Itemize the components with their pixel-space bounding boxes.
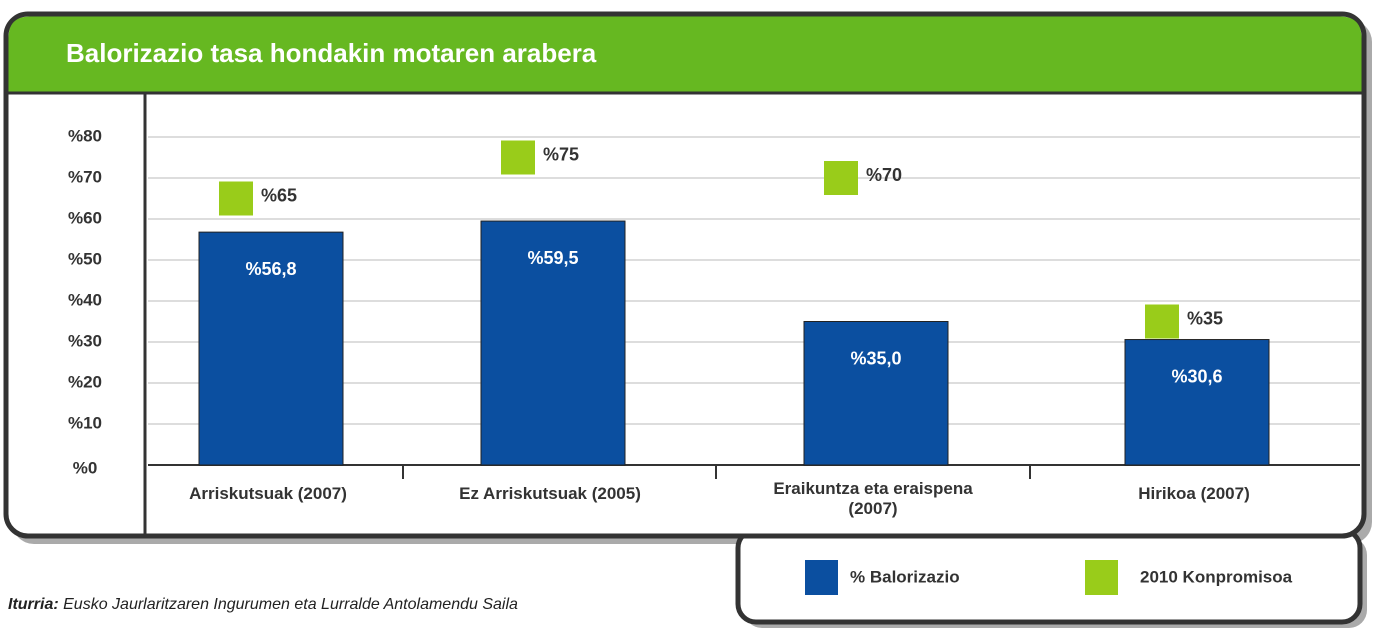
bar (198, 231, 344, 466)
bar-value-label: %30,6 (1171, 366, 1222, 386)
source-text: Eusko Jaurlaritzaren Ingurumen eta Lurra… (63, 596, 518, 613)
target-value-label: %65 (261, 185, 297, 205)
bar (480, 220, 626, 466)
target-marker (501, 140, 535, 175)
y-tick-label: %60 (68, 208, 102, 227)
legend-swatch (805, 560, 838, 595)
x-tick-label: Hirikoa (2007) (1138, 484, 1250, 503)
bar-value-label: %59,5 (527, 248, 578, 268)
source-label: Iturria: (8, 596, 59, 613)
x-tick-label: Arriskutsuak (2007) (189, 484, 347, 503)
x-tick-label: Eraikuntza eta eraispena (2007) (773, 479, 973, 518)
y-tick-label: %30 (68, 331, 102, 350)
legend-label: % Balorizazio (850, 567, 960, 586)
y-tick-label: %80 (68, 126, 102, 145)
chart-title: Balorizazio tasa hondakin motaren araber… (66, 38, 597, 68)
target-marker (219, 181, 253, 216)
y-tick-label: %40 (68, 290, 102, 309)
target-value-label: %70 (866, 165, 902, 185)
header-band (8, 16, 1362, 92)
y-tick-label: %70 (68, 167, 102, 186)
panel (3, 11, 1367, 539)
target-marker (824, 161, 858, 195)
legend-label: 2010 Konpromisoa (1140, 567, 1293, 586)
bar-value-label: %35,0 (850, 348, 901, 368)
source-note: Iturria: Eusko Jaurlaritzaren Ingurumen … (8, 596, 518, 614)
y-tick-label: %20 (68, 372, 102, 391)
target-marker (1145, 304, 1179, 339)
bar (1124, 339, 1270, 466)
y-tick-label: %10 (68, 413, 102, 432)
legend-swatch (1085, 560, 1118, 595)
target-value-label: %35 (1187, 308, 1223, 328)
bar (803, 321, 949, 466)
bar-value-label: %56,8 (245, 259, 296, 279)
y-tick-label: %0 (73, 458, 98, 477)
target-value-label: %75 (543, 144, 579, 164)
x-tick-label: Ez Arriskutsuak (2005) (459, 484, 641, 503)
y-tick-label: %50 (68, 249, 102, 268)
